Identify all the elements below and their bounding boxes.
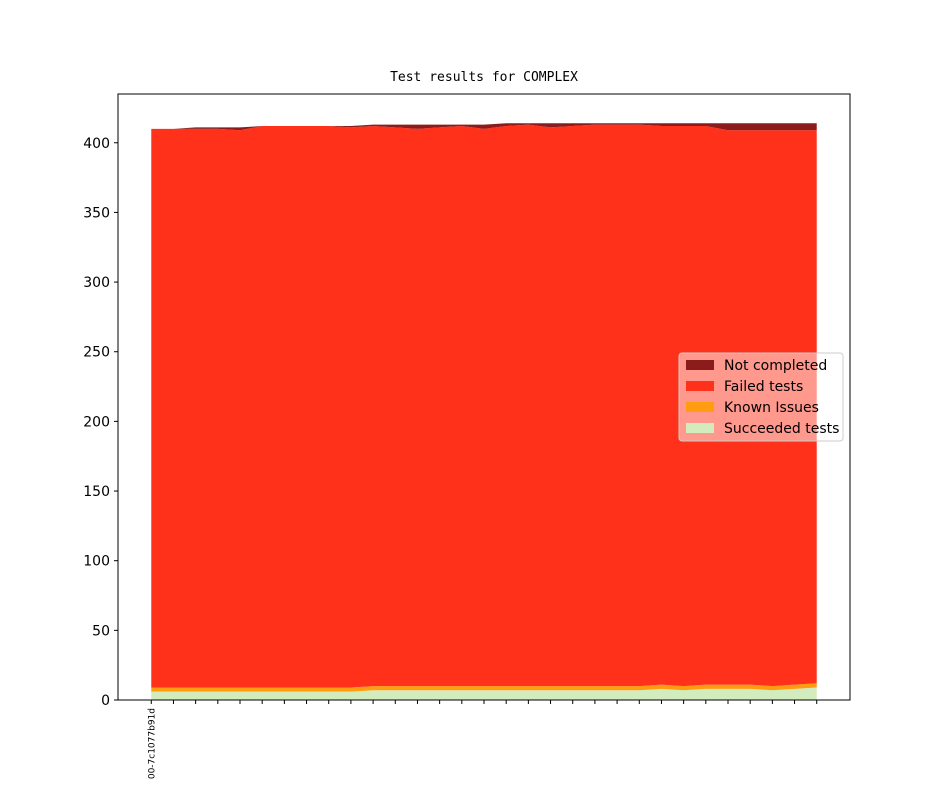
- y-tick-label: 0: [101, 693, 110, 709]
- y-tick-label: 300: [83, 275, 110, 291]
- legend-swatch: [686, 423, 714, 433]
- area: [151, 687, 817, 700]
- legend-label: Not completed: [724, 358, 827, 374]
- legend-swatch: [686, 360, 714, 370]
- legend-label: Succeeded tests: [724, 421, 839, 437]
- x-tick-label: 00-7c1077b91d: [147, 708, 157, 779]
- y-tick-label: 400: [83, 136, 110, 152]
- y-tick-label: 50: [92, 623, 110, 639]
- legend-box: [678, 352, 844, 442]
- y-tick-label: 150: [83, 484, 110, 500]
- area: [151, 124, 817, 688]
- y-tick-label: 250: [83, 345, 110, 361]
- area: [151, 123, 817, 131]
- y-tick-label: 100: [83, 554, 110, 570]
- legend-swatch: [686, 381, 714, 391]
- y-tick-label: 200: [83, 414, 110, 430]
- legend-label: Known Issues: [724, 400, 819, 416]
- chart-title: Test results for COMPLEX: [390, 70, 578, 85]
- legend-swatch: [686, 402, 714, 412]
- area: [151, 683, 817, 692]
- y-tick-label: 350: [83, 205, 110, 221]
- legend-label: Failed tests: [724, 379, 803, 395]
